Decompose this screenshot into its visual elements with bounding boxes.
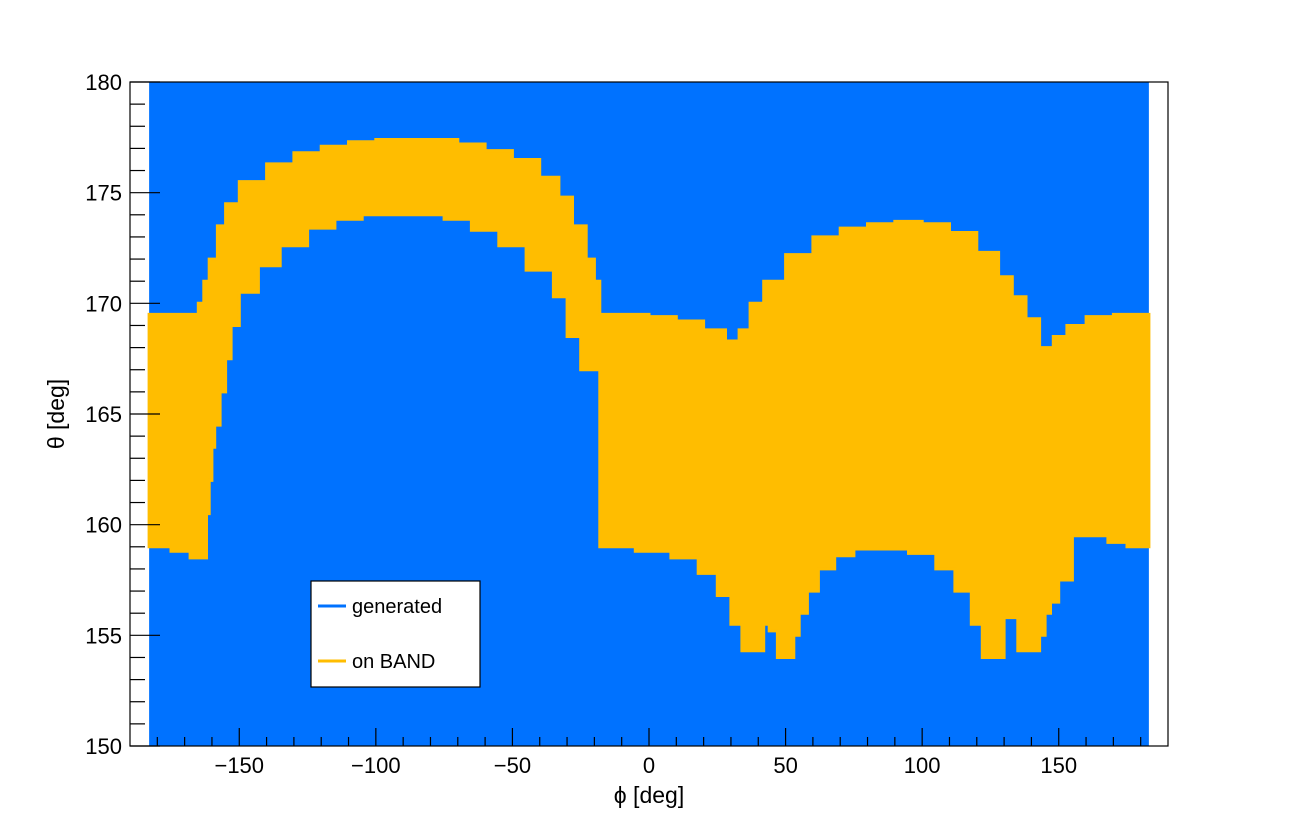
x-tick-label: 50 (773, 753, 797, 778)
y-tick-label: 150 (85, 734, 122, 759)
x-axis-title: ϕ [deg] (614, 782, 684, 808)
y-tick-label: 160 (85, 513, 122, 538)
plot-area (147, 82, 1151, 746)
x-tick-label: 150 (1040, 753, 1077, 778)
y-tick-label: 165 (85, 402, 122, 427)
y-axis: 150 155 160 165 170 175 180 (85, 70, 160, 759)
legend-label-on-band: on BAND (352, 651, 435, 673)
x-tick-label: −150 (214, 753, 264, 778)
y-tick-label: 180 (85, 70, 122, 95)
y-tick-label: 170 (85, 291, 122, 316)
legend: generated on BAND (310, 580, 481, 688)
x-tick-label: 100 (904, 753, 941, 778)
series-on-band-region (147, 138, 1151, 659)
y-tick-label: 175 (85, 181, 122, 206)
legend-label-generated: generated (352, 596, 442, 618)
y-axis-title: θ [deg] (43, 379, 69, 449)
x-axis: −150 −100 −50 0 50 100 150 (156, 728, 1142, 778)
legend-box (310, 580, 481, 688)
x-tick-label: 0 (643, 753, 655, 778)
x-tick-label: −50 (494, 753, 531, 778)
x-tick-label: −100 (351, 753, 401, 778)
y-tick-label: 155 (85, 623, 122, 648)
